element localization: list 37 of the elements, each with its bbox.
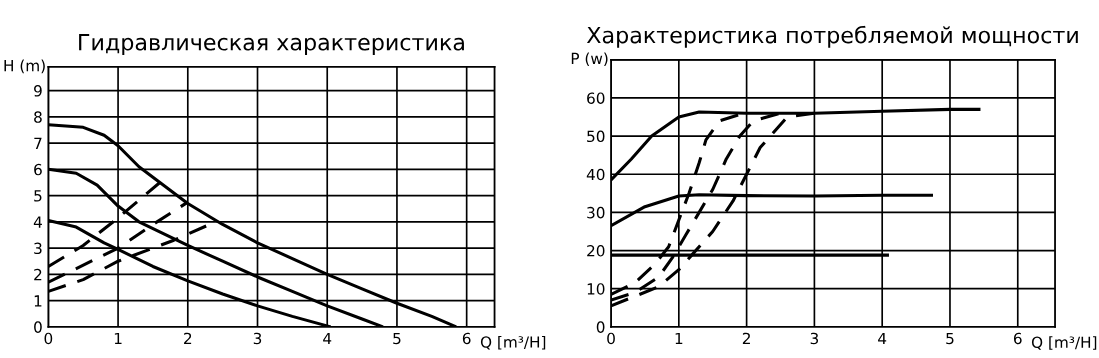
y-tick-label: 7 xyxy=(34,137,42,149)
x-tick-label: 5 xyxy=(946,332,954,345)
x-tick-label: 1 xyxy=(114,332,122,345)
y-tick-label: 5 xyxy=(34,190,42,202)
y-tick-label: 60 xyxy=(587,92,605,104)
chart-title: Гидравлическая характеристика xyxy=(79,34,464,55)
x-axis-title: Q [m³/H] xyxy=(1031,336,1097,350)
x-tick-label: 4 xyxy=(878,332,887,345)
y-tick-label: 3 xyxy=(34,242,42,255)
y-tick-label: 50 xyxy=(587,130,605,143)
x-axis-title: Q [m³/H] xyxy=(480,335,546,350)
chart-title: Характеристика потребляемой мощности xyxy=(586,25,1078,48)
x-tick-label: 6 xyxy=(1013,332,1022,345)
x-tick-label: 6 xyxy=(462,332,471,345)
y-tick-label: 0 xyxy=(34,321,42,333)
y-tick-label: 20 xyxy=(587,245,605,257)
y-tick-label: 4 xyxy=(33,216,42,228)
y-tick-label: 2 xyxy=(34,268,42,281)
y-axis-title: P (w) xyxy=(571,52,608,67)
y-tick-label: 40 xyxy=(586,168,605,181)
x-tick-label: 0 xyxy=(607,332,615,345)
y-tick-label: 0 xyxy=(596,321,605,333)
y-tick-label: 9 xyxy=(34,85,42,97)
x-tick-label: 5 xyxy=(393,332,401,345)
x-tick-label: 4 xyxy=(323,332,332,345)
y-tick-label: 30 xyxy=(587,206,605,219)
x-tick-label: 2 xyxy=(184,332,192,345)
y-tick-label: 8 xyxy=(34,111,42,123)
y-tick-label: 10 xyxy=(587,283,605,295)
x-tick-label: 3 xyxy=(810,332,819,345)
x-tick-label: 3 xyxy=(253,332,262,345)
x-tick-label: 2 xyxy=(742,332,750,345)
x-tick-label: 1 xyxy=(675,332,683,345)
y-tick-label: 1 xyxy=(34,295,42,307)
y-tick-label: 6 xyxy=(34,163,42,176)
x-tick-label: 0 xyxy=(44,332,53,345)
y-axis-title: H (m) xyxy=(4,59,45,74)
